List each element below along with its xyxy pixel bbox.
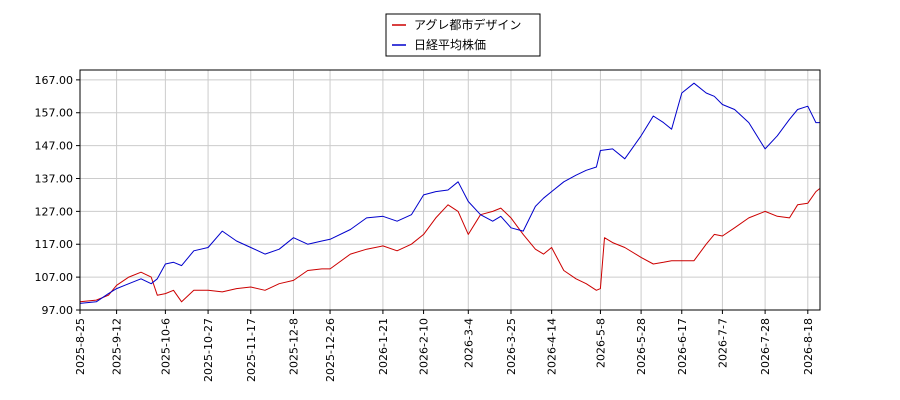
legend-box [385,13,541,57]
y-tick-label: 117.00 [35,238,74,251]
x-tick-label: 2026-5-28 [635,318,648,375]
y-tick-label: 127.00 [35,205,74,218]
x-tick-label: 2026-7-7 [716,318,729,368]
y-tick-label: 147.00 [35,140,74,153]
legend-label-series-1: アグレ都市デザイン [414,17,521,32]
y-tick-label: 137.00 [35,172,74,185]
x-tick-label: 2026-7-28 [759,318,772,375]
y-tick-label: 167.00 [35,74,74,87]
plot-frame [79,69,821,311]
x-tick-label: 2025-8-25 [74,318,87,375]
x-tick-label: 2026-6-17 [676,318,689,375]
plot-background [80,70,820,310]
y-tick-label: 97.00 [42,304,74,317]
legend: アグレ都市デザイン 日経平均株価 [385,13,541,57]
series-line-2 [79,82,820,304]
x-tick-label: 2026-5-8 [594,318,607,368]
y-axis-ticks: 97.00 107.00 117.00 127.00 137.00 147.00 157.0… [35,74,80,317]
series-lines [79,82,821,304]
series-line-1 [79,188,821,303]
x-tick-label: 2026-1-21 [377,318,390,375]
x-tick-label: 2025-11-17 [245,318,258,382]
y-tick-label: 157.00 [35,107,74,120]
x-tick-label: 2026-2-10 [418,318,431,375]
x-tick-label: 2026-4-14 [546,318,559,375]
x-tick-label: 2025-12-8 [287,318,300,375]
x-tick-label: 2026-3-4 [462,318,475,368]
x-tick-label: 2026-3-25 [505,318,518,375]
x-tick-label: 2025-9-12 [111,318,124,375]
x-tick-label: 2026-8-18 [802,318,815,375]
y-tick-label: 107.00 [35,271,74,284]
grid-lines [79,70,820,311]
x-axis-ticks: 2025-8-25 2025-9-12 2025-10-6 2025-10-27 202… [74,310,815,382]
x-tick-label: 2025-10-27 [202,318,215,382]
x-tick-label: 2025-12-26 [324,318,337,382]
legend-label-series-2: 日経平均株価 [414,37,486,52]
x-tick-label: 2025-10-6 [159,318,172,375]
